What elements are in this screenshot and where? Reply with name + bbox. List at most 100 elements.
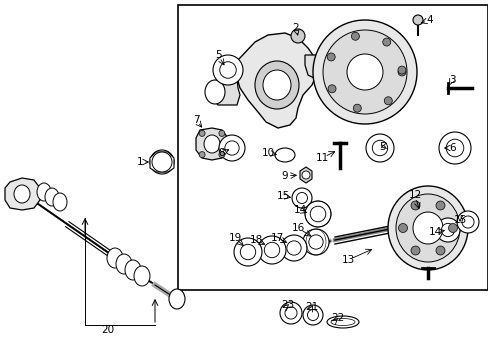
Ellipse shape [435, 246, 444, 255]
Ellipse shape [387, 186, 467, 270]
Ellipse shape [326, 316, 358, 328]
Ellipse shape [327, 85, 335, 93]
Ellipse shape [274, 148, 294, 162]
Ellipse shape [309, 206, 325, 222]
Ellipse shape [365, 134, 393, 162]
Text: 20: 20 [101, 325, 114, 335]
Ellipse shape [203, 135, 220, 153]
Polygon shape [305, 55, 329, 80]
Ellipse shape [291, 188, 311, 208]
Text: 19: 19 [228, 233, 241, 243]
Text: 2: 2 [292, 23, 299, 33]
Text: 5: 5 [214, 50, 221, 60]
Ellipse shape [285, 307, 296, 319]
Ellipse shape [219, 135, 244, 161]
Ellipse shape [219, 130, 224, 136]
Text: 17: 17 [270, 233, 283, 243]
Text: 4: 4 [426, 15, 432, 25]
Ellipse shape [219, 152, 224, 158]
Text: 22: 22 [331, 313, 344, 323]
Ellipse shape [382, 38, 390, 46]
Text: 14: 14 [293, 205, 306, 215]
Ellipse shape [150, 150, 174, 174]
Ellipse shape [346, 54, 382, 90]
Ellipse shape [384, 97, 391, 105]
Text: 15: 15 [452, 215, 466, 225]
Text: 8: 8 [218, 148, 225, 158]
Ellipse shape [323, 30, 406, 114]
Text: 18: 18 [249, 235, 262, 245]
Ellipse shape [412, 15, 422, 25]
Ellipse shape [286, 241, 301, 255]
Ellipse shape [199, 130, 204, 136]
Ellipse shape [14, 185, 30, 203]
Ellipse shape [307, 310, 318, 320]
Ellipse shape [447, 224, 457, 233]
Ellipse shape [107, 248, 123, 268]
Polygon shape [150, 152, 174, 172]
Ellipse shape [435, 218, 459, 242]
Polygon shape [196, 128, 227, 160]
Ellipse shape [169, 289, 184, 309]
Polygon shape [212, 78, 240, 105]
Text: 21: 21 [305, 302, 318, 312]
Ellipse shape [296, 193, 307, 203]
Ellipse shape [397, 68, 405, 76]
Ellipse shape [397, 66, 405, 74]
Ellipse shape [224, 141, 239, 155]
Ellipse shape [351, 32, 359, 40]
Text: 1: 1 [137, 157, 143, 167]
Ellipse shape [353, 104, 361, 112]
Ellipse shape [461, 216, 473, 228]
Ellipse shape [290, 29, 305, 43]
Ellipse shape [330, 319, 354, 325]
Text: 23: 23 [281, 300, 294, 310]
Ellipse shape [412, 212, 442, 244]
Ellipse shape [219, 62, 236, 78]
Ellipse shape [445, 139, 463, 157]
Ellipse shape [155, 155, 169, 169]
Ellipse shape [326, 53, 334, 61]
Text: 9: 9 [281, 171, 288, 181]
Text: 16: 16 [291, 223, 304, 233]
Ellipse shape [371, 140, 387, 156]
Ellipse shape [264, 242, 279, 258]
Ellipse shape [435, 201, 444, 210]
Ellipse shape [258, 236, 285, 264]
Ellipse shape [280, 302, 302, 324]
Ellipse shape [199, 152, 204, 158]
Ellipse shape [308, 235, 323, 249]
Polygon shape [5, 178, 40, 210]
Ellipse shape [305, 201, 330, 227]
Ellipse shape [410, 201, 419, 210]
Ellipse shape [303, 229, 328, 255]
Ellipse shape [125, 260, 141, 280]
Ellipse shape [254, 61, 298, 109]
Ellipse shape [395, 194, 459, 262]
Ellipse shape [456, 211, 478, 233]
Ellipse shape [281, 235, 306, 261]
Ellipse shape [240, 244, 255, 260]
Text: 13: 13 [341, 255, 354, 265]
Ellipse shape [37, 183, 51, 201]
Ellipse shape [302, 171, 309, 179]
Ellipse shape [410, 246, 419, 255]
Ellipse shape [45, 188, 59, 206]
Ellipse shape [116, 254, 132, 274]
Polygon shape [299, 167, 311, 183]
Polygon shape [237, 33, 317, 128]
Ellipse shape [303, 305, 323, 325]
Text: 12: 12 [407, 190, 421, 200]
Text: 3: 3 [448, 75, 454, 85]
Text: 7: 7 [192, 115, 199, 125]
Text: 5: 5 [378, 142, 385, 152]
Text: 15: 15 [276, 191, 289, 201]
Text: 11: 11 [315, 153, 328, 163]
Ellipse shape [213, 55, 243, 85]
Ellipse shape [152, 152, 172, 172]
Ellipse shape [204, 80, 224, 104]
Ellipse shape [263, 70, 290, 100]
Text: 14: 14 [427, 227, 441, 237]
Ellipse shape [53, 193, 67, 211]
Ellipse shape [234, 238, 262, 266]
